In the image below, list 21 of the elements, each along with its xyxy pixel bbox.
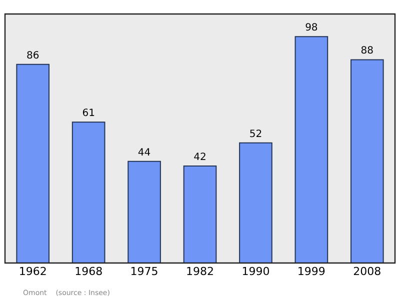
bar — [183, 165, 217, 263]
data-label: 44 — [138, 147, 151, 158]
x-tick-label: 1962 — [18, 265, 47, 278]
data-label: 61 — [82, 108, 95, 120]
data-label: 88 — [360, 46, 374, 57]
bar — [72, 122, 106, 263]
x-tick-label: 1990 — [242, 265, 270, 278]
bar — [16, 64, 50, 263]
data-label: 86 — [26, 50, 40, 62]
data-label: 42 — [194, 152, 206, 163]
x-tick-label: 1982 — [186, 265, 214, 278]
x-tick-label: 1975 — [130, 265, 158, 278]
bar — [128, 160, 161, 263]
x-tick-label: 1968 — [74, 265, 103, 278]
data-label: 52 — [249, 128, 262, 140]
x-tick-label: 1999 — [297, 265, 326, 278]
x-tick-label: 2008 — [353, 265, 382, 278]
data-label: 98 — [305, 22, 318, 34]
bar — [350, 59, 384, 263]
bar — [294, 36, 328, 263]
bar — [239, 142, 272, 263]
